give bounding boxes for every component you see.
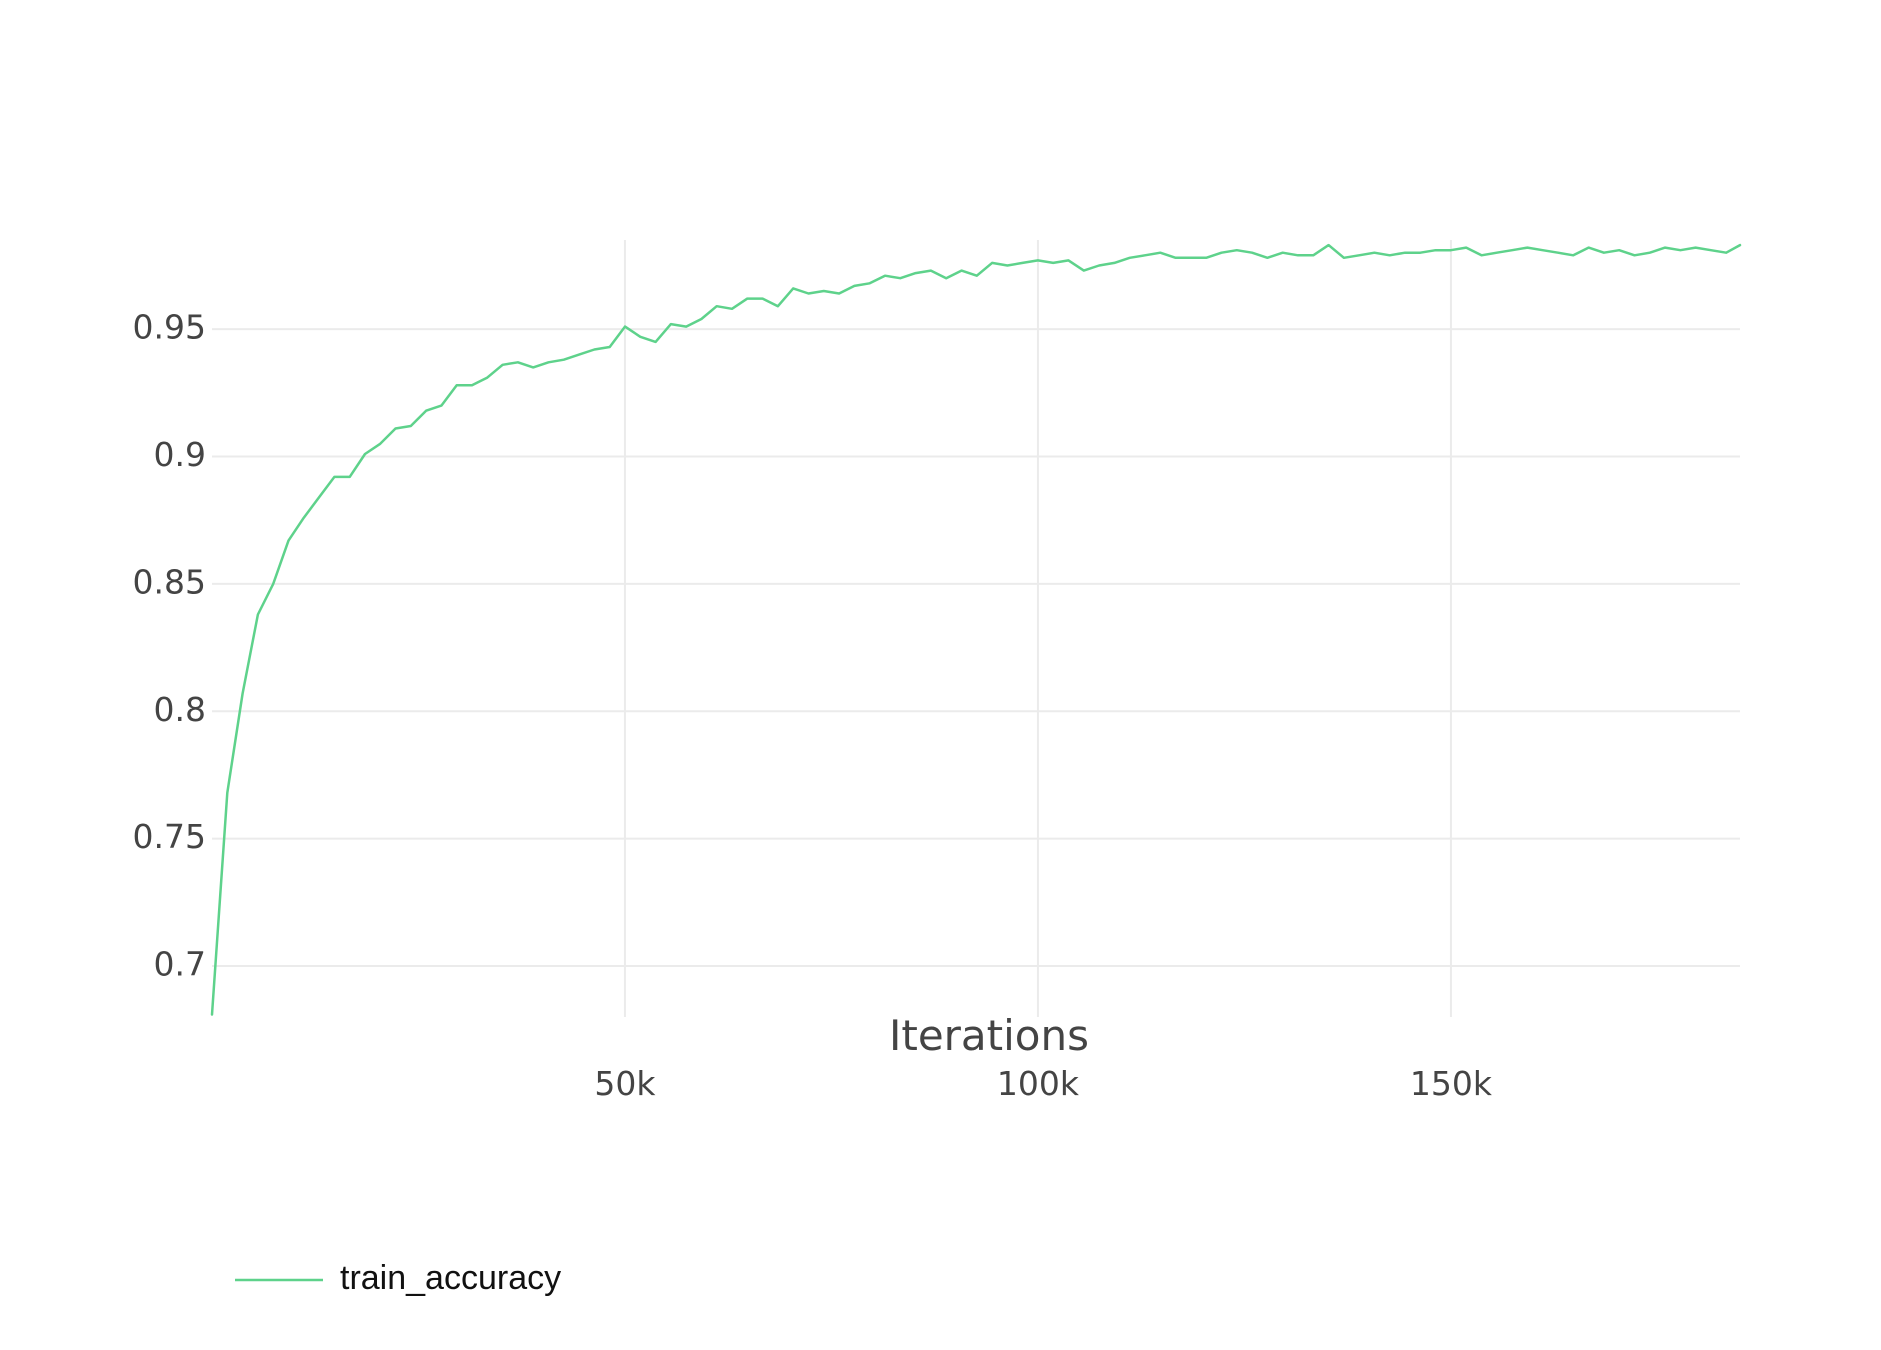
legend[interactable]: train_accuracy [235,1259,561,1297]
y-tick-label: 0.8 [154,690,206,729]
y-tick-label: 0.85 [133,562,206,601]
legend-label: train_accuracy [340,1259,561,1297]
x-axis-title: Iterations [889,1011,1089,1060]
x-axis-tick-labels: 50k 100k 150k [594,1064,1492,1103]
y-tick-label: 0.7 [154,945,206,984]
x-tick-label: 100k [997,1064,1080,1103]
series-layer [210,243,1742,1016]
y-tick-label: 0.9 [154,435,206,474]
x-gridlines [623,240,1452,1017]
x-tick-label: 50k [594,1064,656,1103]
x-tick-label: 150k [1410,1064,1493,1103]
series-line-train-accuracy [210,243,1742,1016]
legend-item[interactable]: train_accuracy [235,1259,561,1297]
y-gridlines [212,328,1740,968]
y-tick-label: 0.95 [133,308,206,347]
y-tick-label: 0.75 [133,817,206,856]
y-axis-tick-labels: 0.7 0.75 0.8 0.85 0.9 0.95 [133,308,206,984]
